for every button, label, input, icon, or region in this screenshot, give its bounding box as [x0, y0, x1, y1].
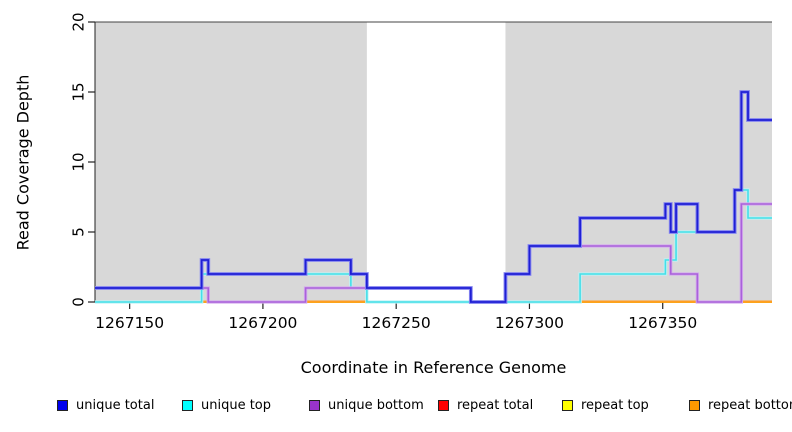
x-tick-label: 1267200 [228, 314, 297, 332]
x-tick-label: 1267350 [628, 314, 697, 332]
legend-swatch-unique-total [57, 400, 68, 411]
y-tick-label: 0 [70, 297, 88, 307]
chart-canvas: 0 5 10 15 20 1267150 1267200 1267250 1267300 1267… [70, 12, 772, 332]
x-tick-label: 1267250 [362, 314, 431, 332]
legend-label-repeat-bottom: repeat bottom [708, 398, 792, 413]
y-tick-label: 15 [70, 82, 88, 101]
legend-swatch-repeat-total [438, 400, 449, 411]
legend-item-repeat-total: repeat total [438, 398, 533, 413]
legend-item-unique-top: unique top [182, 398, 271, 413]
legend-label-unique-total: unique total [76, 398, 155, 413]
masked-region [95, 22, 367, 302]
x-tick-label: 1267300 [495, 314, 564, 332]
legend-label-repeat-total: repeat total [457, 398, 534, 413]
y-axis-title: Read Coverage Depth [13, 74, 33, 251]
legend-label-unique-bottom: unique bottom [328, 398, 424, 413]
y-tick-label: 5 [70, 227, 88, 237]
legend-item-unique-bottom: unique bottom [309, 398, 424, 413]
legend-item-unique-total: unique total [57, 398, 154, 413]
legend-item-repeat-top: repeat top [562, 398, 649, 413]
legend-item-repeat-bottom: repeat bottom [689, 398, 792, 413]
legend-swatch-repeat-top [562, 400, 573, 411]
legend-swatch-unique-top [182, 400, 193, 411]
y-tick-label: 20 [70, 12, 88, 31]
x-tick-label: 1267150 [95, 314, 164, 332]
legend-label-unique-top: unique top [201, 398, 272, 413]
x-axis-title: Coordinate in Reference Genome [300, 358, 567, 377]
legend-swatch-unique-bottom [309, 400, 320, 411]
legend-label-repeat-top: repeat top [581, 398, 649, 413]
y-tick-label: 10 [70, 152, 88, 171]
legend: unique total unique top unique bottom re… [0, 398, 792, 420]
legend-swatch-repeat-bottom [689, 400, 700, 411]
series-unique-total [95, 91, 772, 303]
masked-region [505, 22, 772, 302]
